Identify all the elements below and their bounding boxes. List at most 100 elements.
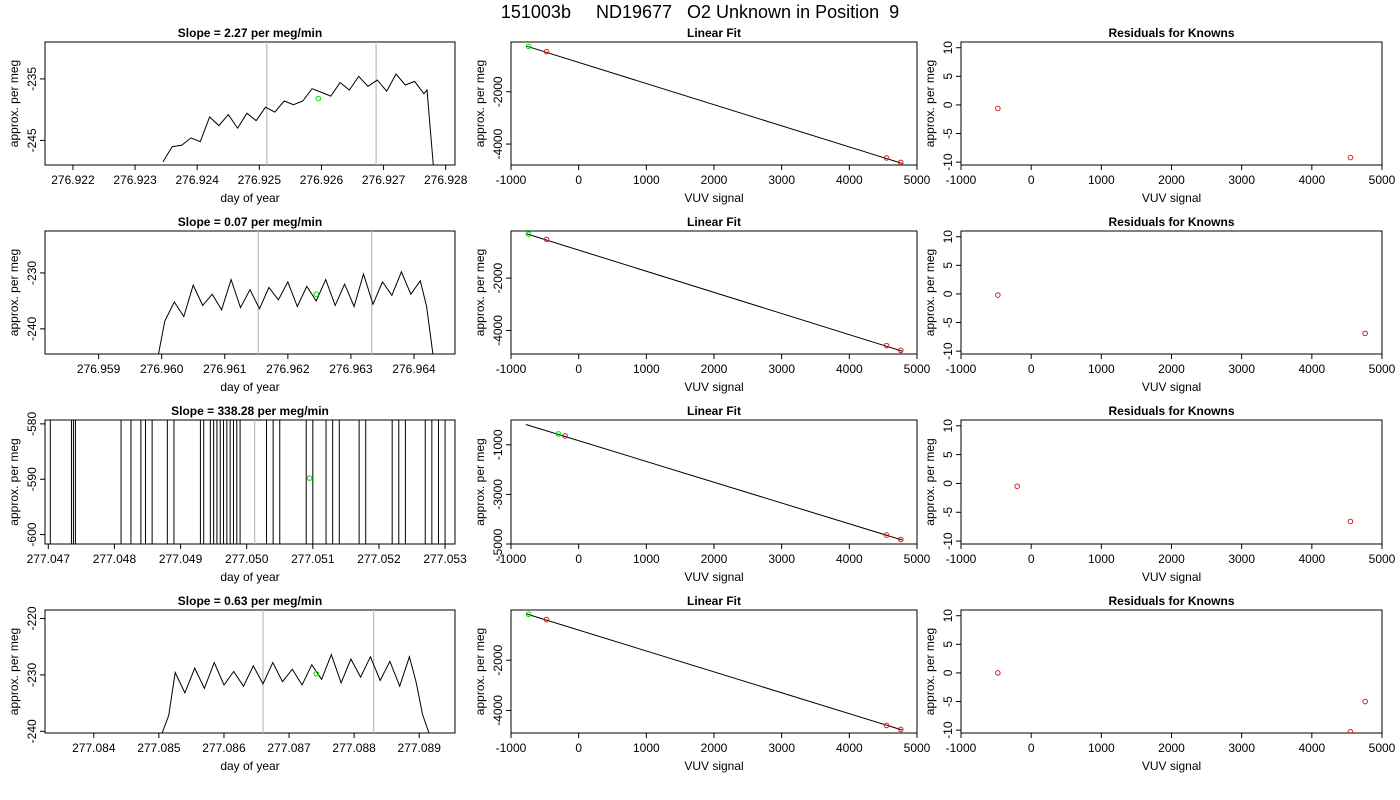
chart-10-ytick-label-0: -2000 bbox=[491, 645, 505, 676]
chart-2-xtick-label-0: -1000 bbox=[946, 173, 977, 187]
chart-5-point-red-1 bbox=[1362, 330, 1368, 337]
chart-6-title: Slope = 338.28 per meg/min bbox=[171, 404, 329, 418]
chart-10-point-red-2 bbox=[897, 726, 904, 733]
chart-10-xtick-label-4: 3000 bbox=[768, 741, 795, 755]
chart-3-xtick-label-0: 276.959 bbox=[77, 362, 121, 376]
chart-3-series-0 bbox=[158, 270, 434, 354]
chart-0-ytick-label-0: -235 bbox=[25, 67, 39, 91]
chart-0-xtick-label-0: 276.922 bbox=[51, 173, 95, 187]
chart-10-ylabel: approx. per meg bbox=[473, 628, 487, 715]
chart-5-title: Residuals for Knowns bbox=[1108, 215, 1234, 229]
chart-7-xtick-label-3: 2000 bbox=[701, 552, 728, 566]
chart-7: Linear Fit -1000 0 1000 2000 3000 4000 5000 -100… bbox=[473, 404, 931, 584]
chart-6-xtick-label-5: 277.052 bbox=[357, 552, 401, 566]
chart-1-xtick-label-0: -1000 bbox=[496, 173, 527, 187]
chart-8-frame bbox=[960, 419, 1383, 545]
chart-9-ytick-label-2: -240 bbox=[25, 719, 39, 743]
chart-9-point-green-0 bbox=[313, 670, 320, 677]
chart-5-ytick-label-0: 10 bbox=[941, 230, 955, 244]
chart-6-xlabel: day of year bbox=[220, 570, 279, 584]
chart-1-point-green-0 bbox=[525, 43, 532, 50]
chart-8: Residuals for Knowns -1000 0 1000 2000 3000 40… bbox=[923, 404, 1396, 584]
chart-7-xtick-label-0: -1000 bbox=[496, 552, 527, 566]
chart-0-ylabel: approx. per meg bbox=[7, 60, 21, 147]
chart-8-point-red-1 bbox=[1347, 518, 1354, 525]
chart-5-xlabel: VUV signal bbox=[1142, 380, 1201, 394]
chart-2-xtick-label-5: 4000 bbox=[1298, 173, 1325, 187]
chart-10-xtick-label-1: 0 bbox=[575, 741, 582, 755]
chart-8-ylabel: approx. per meg bbox=[923, 438, 937, 525]
chart-10-xtick-label-2: 1000 bbox=[633, 741, 660, 755]
chart-4-ytick-label-0: -2000 bbox=[491, 262, 505, 293]
chart-9-xlabel: day of year bbox=[220, 759, 279, 773]
chart-5-xtick-label-3: 2000 bbox=[1158, 362, 1185, 376]
chart-9-xtick-label-0: 277.084 bbox=[72, 741, 116, 755]
chart-0-series-0 bbox=[162, 73, 434, 165]
chart-7-xtick-label-4: 3000 bbox=[768, 552, 795, 566]
chart-8-ytick-label-0: 10 bbox=[941, 419, 955, 433]
chart-5-xtick-label-1: 0 bbox=[1028, 362, 1035, 376]
chart-8-point-red-0 bbox=[1014, 483, 1020, 490]
chart-1-xtick-label-1: 0 bbox=[575, 173, 582, 187]
chart-8-xtick-label-3: 2000 bbox=[1158, 552, 1185, 566]
chart-2-ytick-label-4: -10 bbox=[941, 153, 955, 171]
chart-5: Residuals for Knowns -1000 0 1000 2000 3000 40… bbox=[923, 215, 1396, 394]
chart-11-xtick-label-6: 5000 bbox=[1369, 741, 1396, 755]
chart-5-ytick-label-3: -5 bbox=[941, 317, 955, 328]
chart-4-xtick-label-1: 0 bbox=[575, 362, 582, 376]
chart-0: Slope = 2.27 per meg/min 276.922 276.923 27… bbox=[7, 26, 468, 205]
chart-7-ytick-label-2: -5000 bbox=[491, 528, 505, 559]
chart-7-point-green-0 bbox=[555, 431, 562, 437]
chart-5-ytick-label-2: 0 bbox=[941, 290, 955, 297]
chart-6-xtick-label-1: 277.048 bbox=[93, 552, 137, 566]
chart-11-point-red-1 bbox=[1362, 698, 1368, 705]
chart-8-plot-area bbox=[1014, 483, 1354, 525]
chart-9: Slope = 0.63 per meg/min 277.084 277.085 27… bbox=[7, 594, 456, 773]
chart-7-ytick-label-0: -1000 bbox=[491, 429, 505, 460]
chart-0-point-green-0 bbox=[315, 95, 322, 102]
chart-10-point-red-0 bbox=[543, 616, 550, 623]
chart-7-xtick-label-6: 5000 bbox=[904, 552, 931, 566]
chart-8-xtick-label-1: 0 bbox=[1028, 552, 1035, 566]
chart-1-xtick-label-4: 3000 bbox=[768, 173, 795, 187]
chart-4-xtick-label-3: 2000 bbox=[701, 362, 728, 376]
chart-4-point-red-2 bbox=[897, 347, 904, 354]
chart-1-title: Linear Fit bbox=[687, 26, 741, 40]
chart-0-xtick-label-2: 276.924 bbox=[176, 173, 220, 187]
chart-4-xtick-label-0: -1000 bbox=[496, 362, 527, 376]
chart-11-xtick-label-2: 1000 bbox=[1088, 741, 1115, 755]
chart-1-xtick-label-3: 2000 bbox=[701, 173, 728, 187]
chart-4: Linear Fit -1000 0 1000 2000 3000 4000 5000 -200… bbox=[473, 215, 931, 394]
chart-11-point-red-2 bbox=[1347, 729, 1354, 733]
chart-1-fit-line bbox=[525, 45, 903, 164]
chart-2-plot-area bbox=[995, 105, 1354, 161]
chart-9-xtick-label-4: 277.088 bbox=[332, 741, 376, 755]
chart-0-xlabel: day of year bbox=[220, 191, 279, 205]
chart-6-xtick-label-2: 277.049 bbox=[159, 552, 203, 566]
chart-11-frame bbox=[960, 609, 1383, 734]
chart-4-xtick-label-2: 1000 bbox=[633, 362, 660, 376]
chart-7-ylabel: approx. per meg bbox=[473, 438, 487, 525]
chart-11-title: Residuals for Knowns bbox=[1108, 594, 1234, 608]
chart-11-plot-area bbox=[995, 670, 1368, 733]
chart-5-ytick-label-4: -10 bbox=[941, 342, 955, 360]
chart-6: Slope = 338.28 per meg/min 277.047 277.048… bbox=[7, 404, 467, 584]
chart-6-xtick-label-4: 277.051 bbox=[291, 552, 335, 566]
chart-2-ytick-label-0: 10 bbox=[941, 41, 955, 55]
chart-9-series-0 bbox=[161, 653, 430, 733]
chart-9-xtick-label-2: 277.086 bbox=[202, 741, 246, 755]
chart-10-plot-area bbox=[525, 611, 904, 733]
chart-3-ytick-label-0: -230 bbox=[25, 261, 39, 285]
chart-11-xtick-label-5: 4000 bbox=[1298, 741, 1325, 755]
chart-1-xtick-label-5: 4000 bbox=[836, 173, 863, 187]
chart-1: Linear Fit -1000 0 1000 2000 3000 4000 5000 -200… bbox=[473, 26, 931, 205]
chart-9-ytick-label-0: -220 bbox=[25, 606, 39, 630]
chart-8-ytick-label-4: -10 bbox=[941, 532, 955, 550]
chart-11-xlabel: VUV signal bbox=[1142, 759, 1201, 773]
chart-10-title: Linear Fit bbox=[687, 594, 741, 608]
chart-5-frame bbox=[960, 230, 1383, 355]
chart-5-xtick-label-4: 3000 bbox=[1228, 362, 1255, 376]
chart-3-xtick-label-4: 276.963 bbox=[329, 362, 373, 376]
chart-11-ytick-label-1: 5 bbox=[941, 641, 955, 648]
chart-2-point-red-1 bbox=[1347, 154, 1354, 161]
